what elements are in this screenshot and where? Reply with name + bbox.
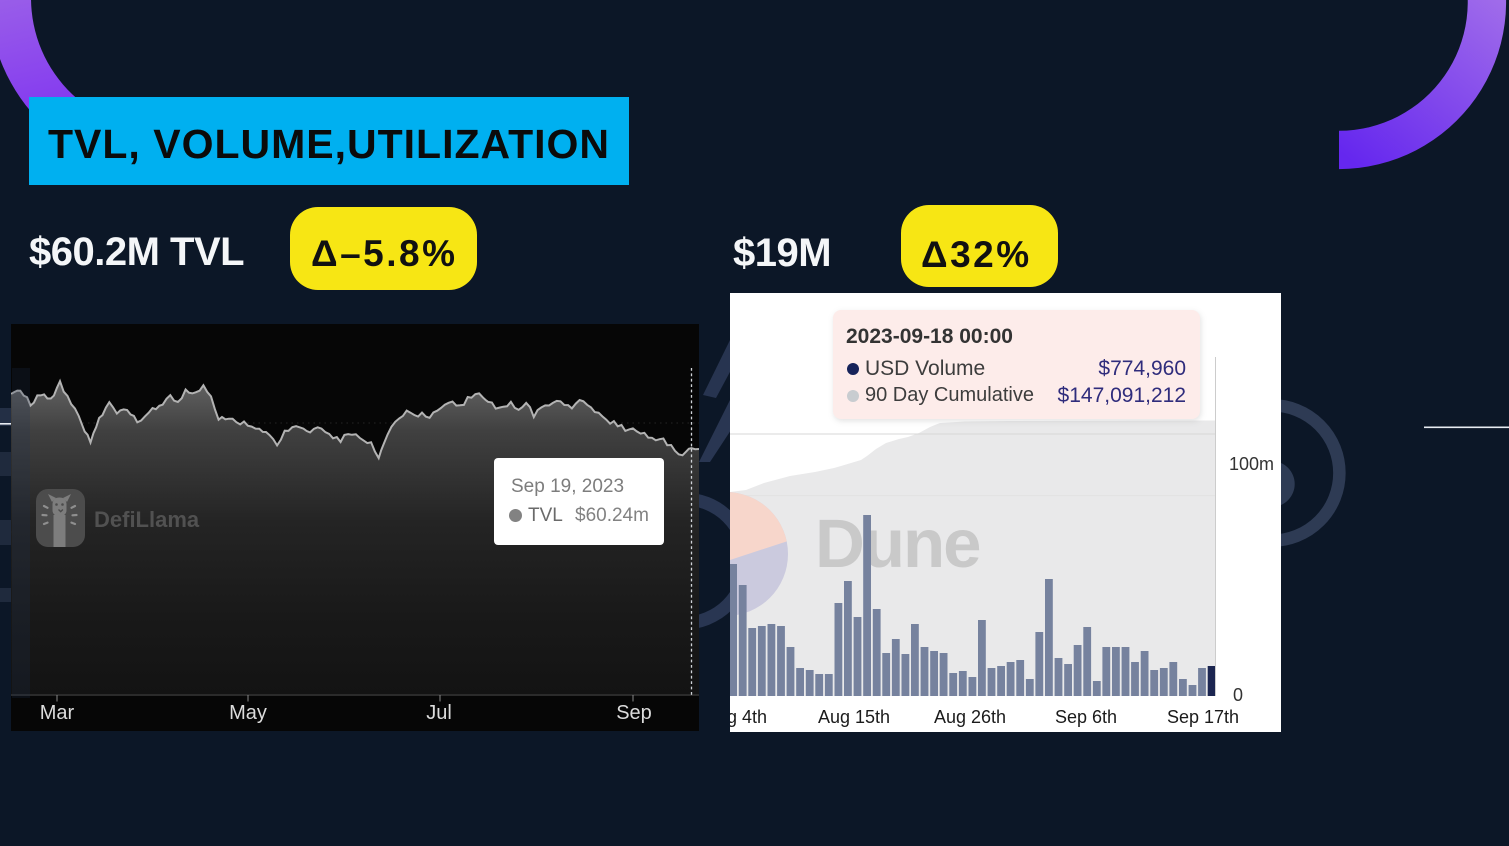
svg-text:Dune: Dune — [815, 505, 980, 582]
